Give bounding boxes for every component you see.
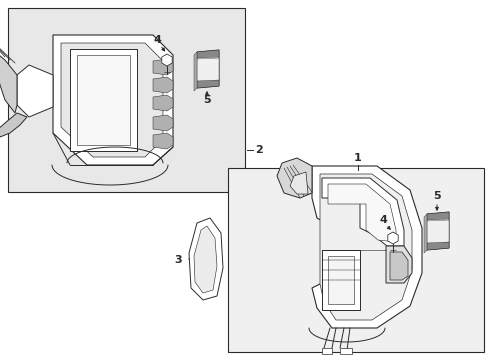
Polygon shape <box>423 214 426 253</box>
Polygon shape <box>61 43 163 157</box>
Polygon shape <box>311 166 421 328</box>
Polygon shape <box>194 226 217 293</box>
Polygon shape <box>197 80 219 88</box>
Polygon shape <box>426 212 448 220</box>
Polygon shape <box>426 242 448 250</box>
Polygon shape <box>197 50 219 88</box>
Polygon shape <box>327 184 395 242</box>
Text: 4: 4 <box>153 35 161 45</box>
Text: 5: 5 <box>432 191 440 201</box>
Polygon shape <box>17 65 53 117</box>
Text: 3: 3 <box>174 255 182 265</box>
Polygon shape <box>389 252 407 280</box>
Polygon shape <box>289 172 307 194</box>
Polygon shape <box>0 113 27 137</box>
Polygon shape <box>153 59 173 75</box>
Polygon shape <box>189 218 223 300</box>
Polygon shape <box>53 35 173 165</box>
Polygon shape <box>319 174 411 320</box>
Polygon shape <box>339 348 351 354</box>
Bar <box>227 168 483 352</box>
Polygon shape <box>426 212 448 250</box>
Polygon shape <box>153 77 173 93</box>
Text: 1: 1 <box>353 153 361 163</box>
Polygon shape <box>153 115 173 131</box>
Polygon shape <box>0 50 17 113</box>
Polygon shape <box>327 256 353 304</box>
Polygon shape <box>197 58 219 81</box>
Polygon shape <box>321 250 359 310</box>
Polygon shape <box>426 220 448 243</box>
Text: 2: 2 <box>254 145 262 155</box>
Polygon shape <box>321 348 331 354</box>
Text: 4: 4 <box>378 215 386 225</box>
Bar <box>8 8 244 192</box>
Polygon shape <box>70 49 137 151</box>
Polygon shape <box>194 52 197 91</box>
Polygon shape <box>153 133 173 149</box>
Polygon shape <box>321 178 403 246</box>
Polygon shape <box>276 158 311 198</box>
Text: 5: 5 <box>203 95 210 105</box>
Polygon shape <box>197 50 219 58</box>
Polygon shape <box>153 95 173 111</box>
Polygon shape <box>77 55 130 145</box>
Polygon shape <box>385 246 411 283</box>
